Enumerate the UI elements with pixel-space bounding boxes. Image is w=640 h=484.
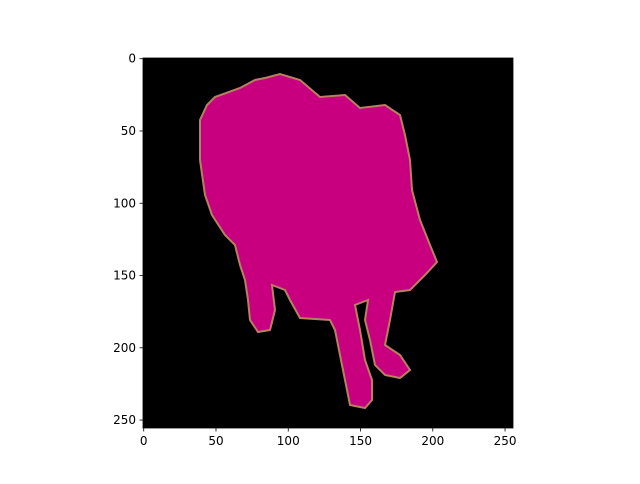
x-tick-label: 250 — [494, 434, 517, 448]
x-tick-label: 0 — [140, 434, 148, 448]
y-tick-label: 0 — [128, 52, 136, 66]
y-tick-label: 150 — [113, 269, 136, 283]
x-tick-label: 150 — [349, 434, 372, 448]
x-tick-label: 50 — [208, 434, 223, 448]
y-tick-label: 250 — [113, 413, 136, 427]
mask-region — [199, 72, 439, 410]
y-tick-label: 50 — [121, 124, 136, 138]
x-tick-label: 200 — [421, 434, 444, 448]
axes-frame — [142, 57, 514, 429]
y-tick-label: 100 — [113, 196, 136, 210]
x-tick-label: 100 — [277, 434, 300, 448]
y-tick-label: 200 — [113, 341, 136, 355]
